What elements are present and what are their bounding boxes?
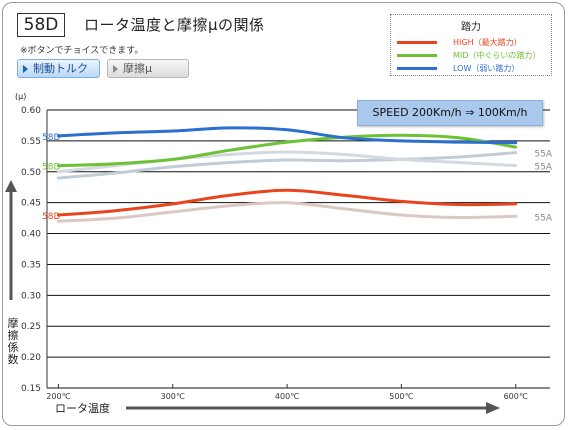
legend: 踏力 HIGH（最大踏力） MID（中ぐらいの踏力） LOW（弱い踏力）: [390, 14, 552, 76]
y-tick-label: 0.40: [21, 230, 41, 240]
play-arrow-icon: [113, 65, 118, 73]
instruction-note: ※ボタンでチョイスできます。: [20, 46, 144, 56]
x-tick-label: 600℃: [504, 392, 528, 401]
x-tick-label: 200℃: [46, 392, 70, 401]
x-tick-label: 300℃: [161, 392, 185, 401]
y-tick-label: 0.45: [21, 199, 41, 209]
legend-swatch-low: [397, 67, 437, 70]
legend-label-mid: MID（中ぐらいの踏力）: [453, 51, 541, 60]
braking-torque-label: 制動トルク: [33, 62, 88, 75]
y-tick-label: 0.25: [21, 322, 41, 332]
series-label-mid: 58D: [42, 163, 60, 173]
y-tick-label: 0.35: [21, 260, 41, 270]
y-axis-label: 摩擦係数: [7, 317, 19, 366]
product-code: 58D: [17, 13, 65, 37]
series-label-mid_ref: 55A: [534, 150, 552, 160]
series-line-mid: [56, 133, 518, 168]
speed-condition: SPEED 200Km/h ⇒ 100Km/h: [357, 100, 543, 126]
legend-swatch-mid: [397, 54, 437, 57]
y-tick-label: 0.20: [21, 353, 41, 363]
legend-label-low: LOW（弱い踏力）: [453, 64, 520, 73]
y-tick-label: 0.60: [21, 106, 41, 116]
y-axis-arrow-head: [5, 180, 17, 192]
y-axis-unit: (μ): [15, 92, 27, 101]
y-tick-label: 0.15: [21, 384, 41, 394]
y-tick-label: 0.50: [21, 168, 41, 178]
series-label-high_ref: 55A: [534, 213, 552, 223]
braking-torque-button[interactable]: 制動トルク: [17, 59, 100, 78]
y-tick-label: 0.30: [21, 291, 41, 301]
page-title: ロータ温度と摩擦μの関係: [84, 16, 265, 34]
x-axis-arrow-head: [486, 402, 500, 414]
legend-swatch-high: [397, 41, 437, 44]
series-line-high_ref: [56, 201, 518, 223]
legend-title: 踏力: [461, 22, 481, 33]
friction-mu-label: 摩擦μ: [123, 62, 152, 75]
y-tick-label: 0.55: [21, 137, 41, 147]
series-line-high: [56, 188, 518, 217]
legend-label-high: HIGH（最大踏力）: [453, 38, 522, 47]
x-tick-label: 500℃: [389, 392, 413, 401]
play-arrow-icon: [23, 65, 28, 73]
x-tick-label: 400℃: [275, 392, 299, 401]
series-label-low_ref: 55A: [534, 163, 552, 173]
series-label-low: 58D: [42, 133, 60, 143]
series-line-low: [56, 126, 518, 145]
series-label-high: 58D: [42, 212, 60, 222]
x-axis-label: ロータ温度: [55, 402, 110, 415]
series-line-mid_ref: [56, 151, 518, 180]
friction-mu-button[interactable]: 摩擦μ: [107, 59, 189, 78]
